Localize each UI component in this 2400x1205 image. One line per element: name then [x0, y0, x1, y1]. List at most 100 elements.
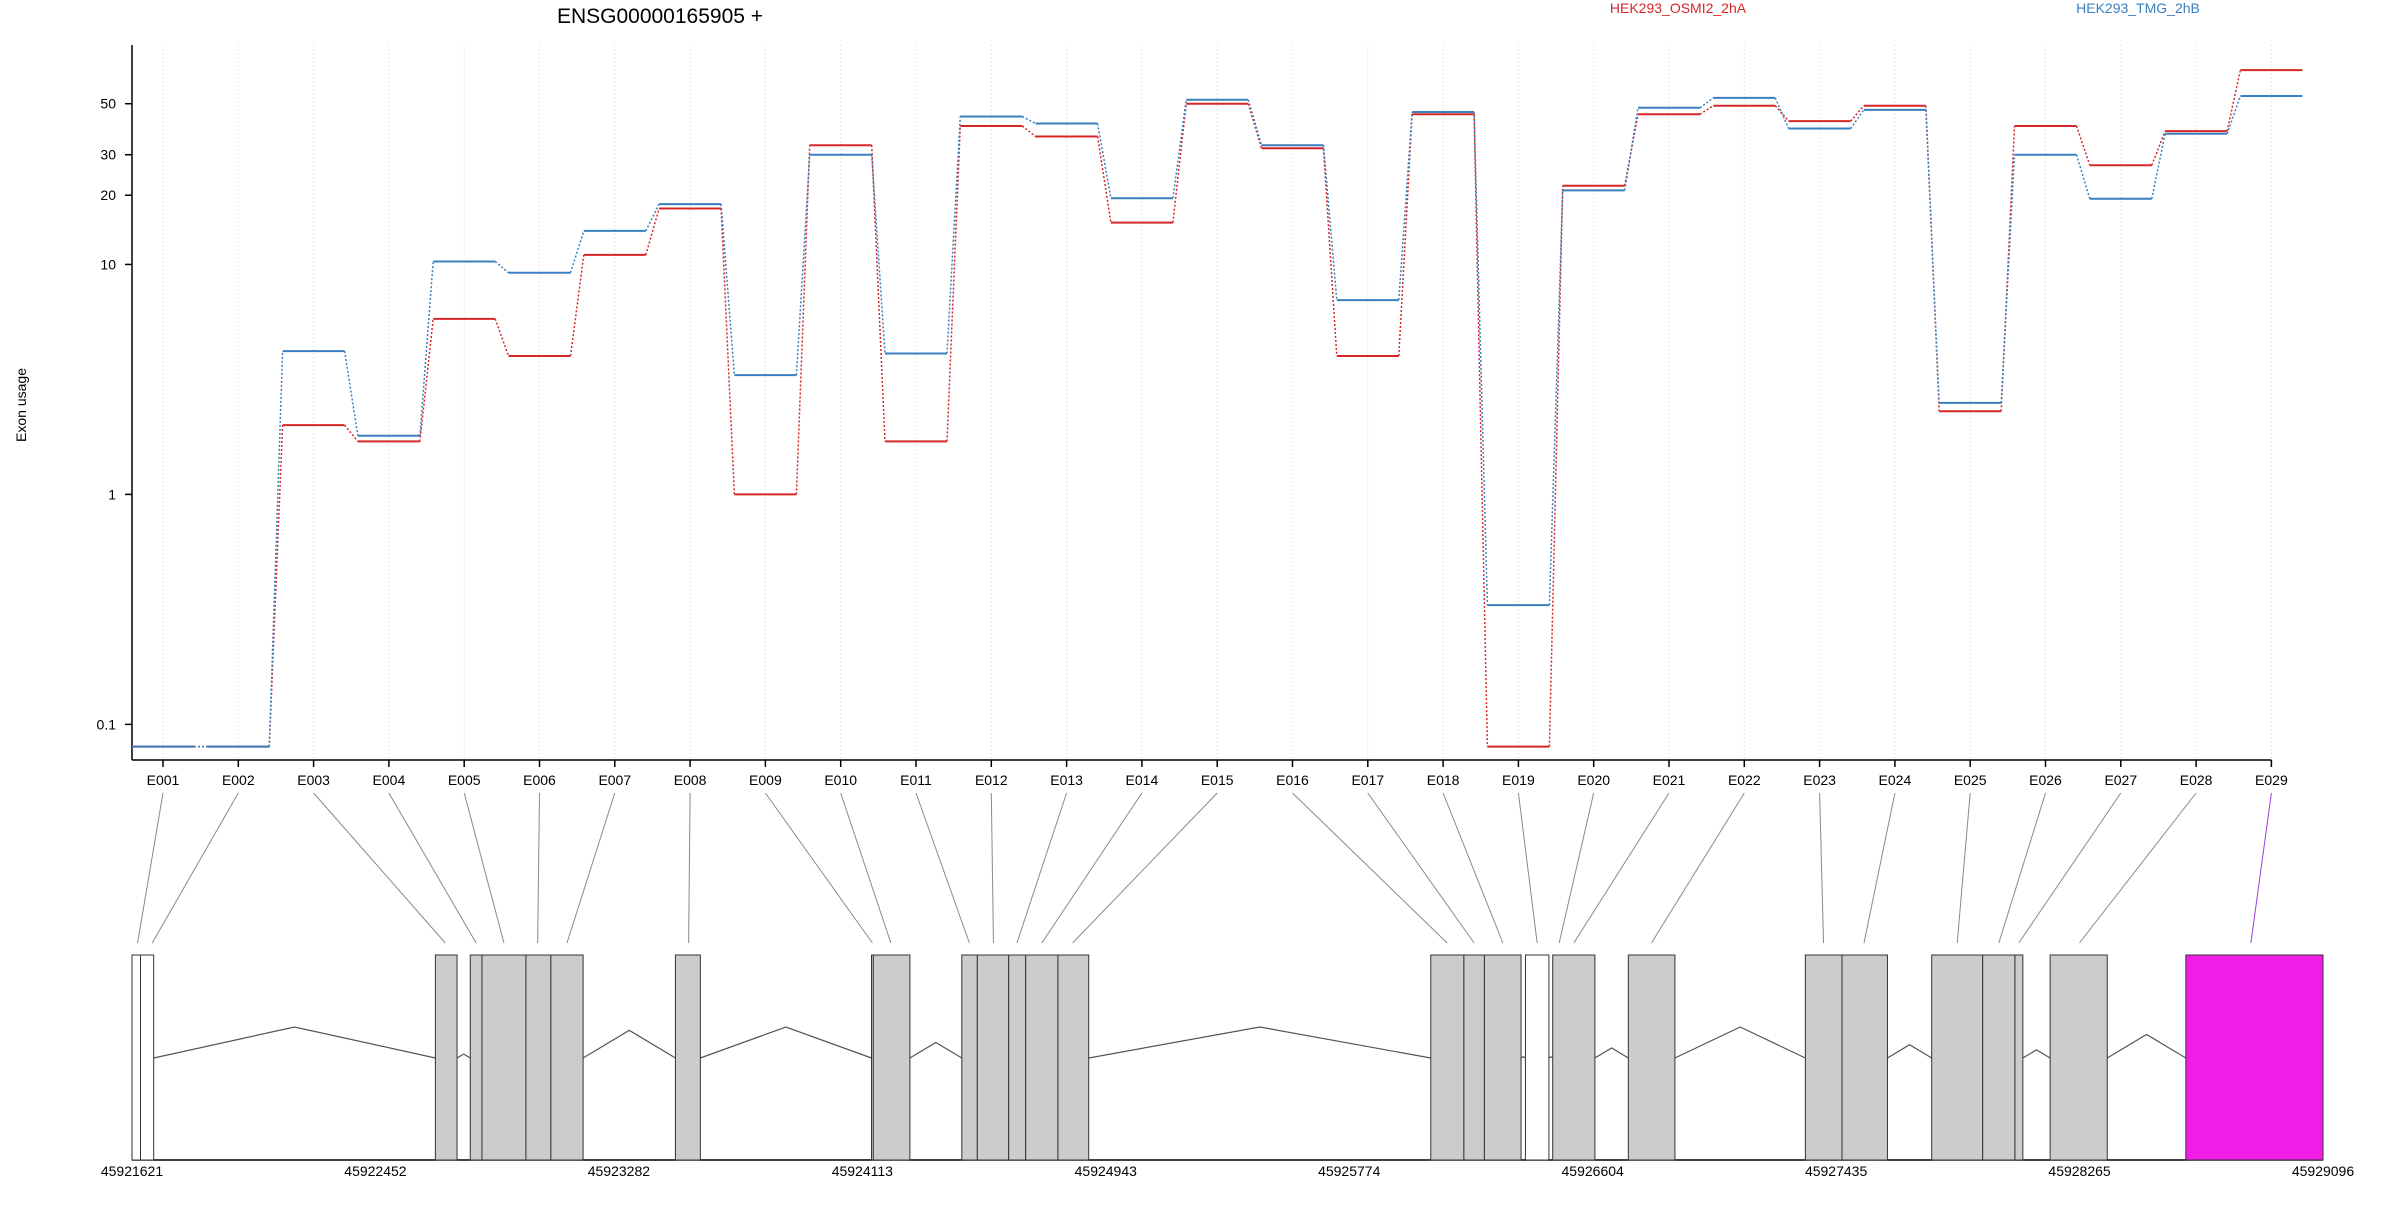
coordinate-label: 45928265 — [2048, 1163, 2111, 1179]
intron — [700, 1026, 872, 1059]
x-tick-label-e023: E023 — [1803, 772, 1836, 788]
x-tick-label-e008: E008 — [674, 772, 707, 788]
exon-connector — [1819, 792, 1825, 944]
exon-block-e019 — [1524, 954, 1550, 1161]
exon-block-e005 — [481, 954, 527, 1161]
exon-block-e010 — [872, 954, 911, 1161]
series-link — [2075, 125, 2091, 166]
coordinate-label: 45921621 — [101, 1163, 164, 1179]
x-tick-label-e001: E001 — [147, 772, 180, 788]
exon-block-e004 — [469, 954, 483, 1161]
exon-connector — [1292, 792, 1448, 944]
intron — [1887, 1044, 1933, 1059]
exon-connector — [1072, 792, 1218, 944]
exon-connector — [1651, 792, 1745, 944]
exon-block-e006 — [525, 954, 552, 1161]
exon-connector — [537, 792, 540, 944]
x-tick-label-e007: E007 — [598, 772, 631, 788]
exon-connector — [2250, 792, 2272, 944]
series-link — [1548, 190, 1564, 606]
intron — [1520, 1055, 1526, 1059]
series-lines — [132, 69, 2303, 748]
series-link — [569, 254, 585, 357]
x-tick-label-e012: E012 — [975, 772, 1008, 788]
y-tick-label: 30 — [100, 147, 116, 163]
exon-connector — [1956, 792, 1971, 944]
x-tick-label-e024: E024 — [1879, 772, 1912, 788]
y-tick-label: 50 — [100, 96, 116, 112]
coordinate-label: 45926604 — [1562, 1163, 1625, 1179]
axes: 0.1 1 10 20 30 50 E001 E002 E003 E004 E005 E006 E007… — [97, 45, 2288, 788]
exon-block-e011 — [961, 954, 978, 1161]
series-link — [1623, 107, 1639, 191]
series-link — [2000, 125, 2016, 412]
exon-connector — [1558, 792, 1595, 944]
x-tick-label-e015: E015 — [1201, 772, 1234, 788]
series-link — [1096, 123, 1112, 199]
legend-entry-osmi2: HEK293_OSMI2_2hA — [1610, 0, 1747, 16]
series-link — [569, 230, 585, 273]
legend-entry-tmg: HEK293_TMG_2hB — [2076, 0, 2200, 16]
coordinate-label: 45924943 — [1075, 1163, 1138, 1179]
exon-block-e027 — [2049, 954, 2108, 1161]
series-link — [1398, 111, 1413, 301]
x-tick-label-e021: E021 — [1653, 772, 1686, 788]
series-link — [1247, 103, 1263, 149]
x-tick-label-e016: E016 — [1276, 772, 1309, 788]
x-tick-label-e010: E010 — [824, 772, 857, 788]
exon-block-e028 — [2185, 954, 2324, 1161]
series-link — [494, 260, 509, 274]
series-link — [1849, 109, 1865, 129]
series-link — [1172, 99, 1187, 199]
exon-block-e007 — [550, 954, 584, 1161]
series-link — [1548, 185, 1564, 747]
intron — [153, 1026, 436, 1059]
series-link — [1925, 109, 1940, 403]
exon-connector — [1442, 792, 1504, 944]
x-tick-label-e020: E020 — [1577, 772, 1610, 788]
series-link — [1096, 136, 1112, 223]
series-link — [1247, 99, 1263, 146]
series-link — [268, 351, 284, 747]
exon-block-e014 — [1025, 954, 1059, 1161]
exon-connector — [151, 792, 239, 944]
x-tick-label-e011: E011 — [900, 772, 932, 788]
series-link — [2226, 69, 2242, 132]
x-tick-label-e029: E029 — [2255, 772, 2288, 788]
exon-block-e017 — [1463, 954, 1485, 1161]
exon-connector — [1367, 792, 1475, 944]
y-tick-label: 10 — [100, 256, 116, 272]
x-tick-label-e022: E022 — [1728, 772, 1761, 788]
exon-connector — [1863, 792, 1896, 944]
exon-connector — [1016, 792, 1068, 944]
x-tick-label-e025: E025 — [1954, 772, 1987, 788]
intron — [1674, 1026, 1806, 1059]
exon-block-e015 — [1057, 954, 1090, 1161]
exon-connectors — [137, 792, 2272, 944]
series-link — [2000, 154, 2016, 403]
exon-connector — [990, 792, 994, 944]
exon-block-e024 — [1931, 954, 1984, 1161]
series-link — [870, 154, 886, 354]
series-link — [946, 125, 962, 442]
exon-block-e001 — [131, 954, 142, 1161]
series-link — [946, 116, 962, 354]
series-link — [1172, 103, 1187, 223]
series-link — [1774, 97, 1790, 129]
intron — [1088, 1026, 1431, 1059]
intron — [582, 1029, 676, 1059]
intron — [2106, 1033, 2187, 1059]
exon-connector — [1041, 792, 1143, 944]
coordinate-label: 45929096 — [2292, 1163, 2355, 1179]
exon-connector — [915, 792, 970, 944]
series-link — [1473, 114, 1489, 747]
series-link — [344, 424, 359, 442]
series-link — [645, 208, 660, 256]
exon-connector — [1573, 792, 1670, 944]
series-link — [494, 318, 510, 357]
y-tick-label: 20 — [100, 187, 116, 203]
exon-connector — [313, 792, 446, 944]
series-link — [1850, 105, 1865, 122]
x-tick-label-e017: E017 — [1351, 772, 1384, 788]
